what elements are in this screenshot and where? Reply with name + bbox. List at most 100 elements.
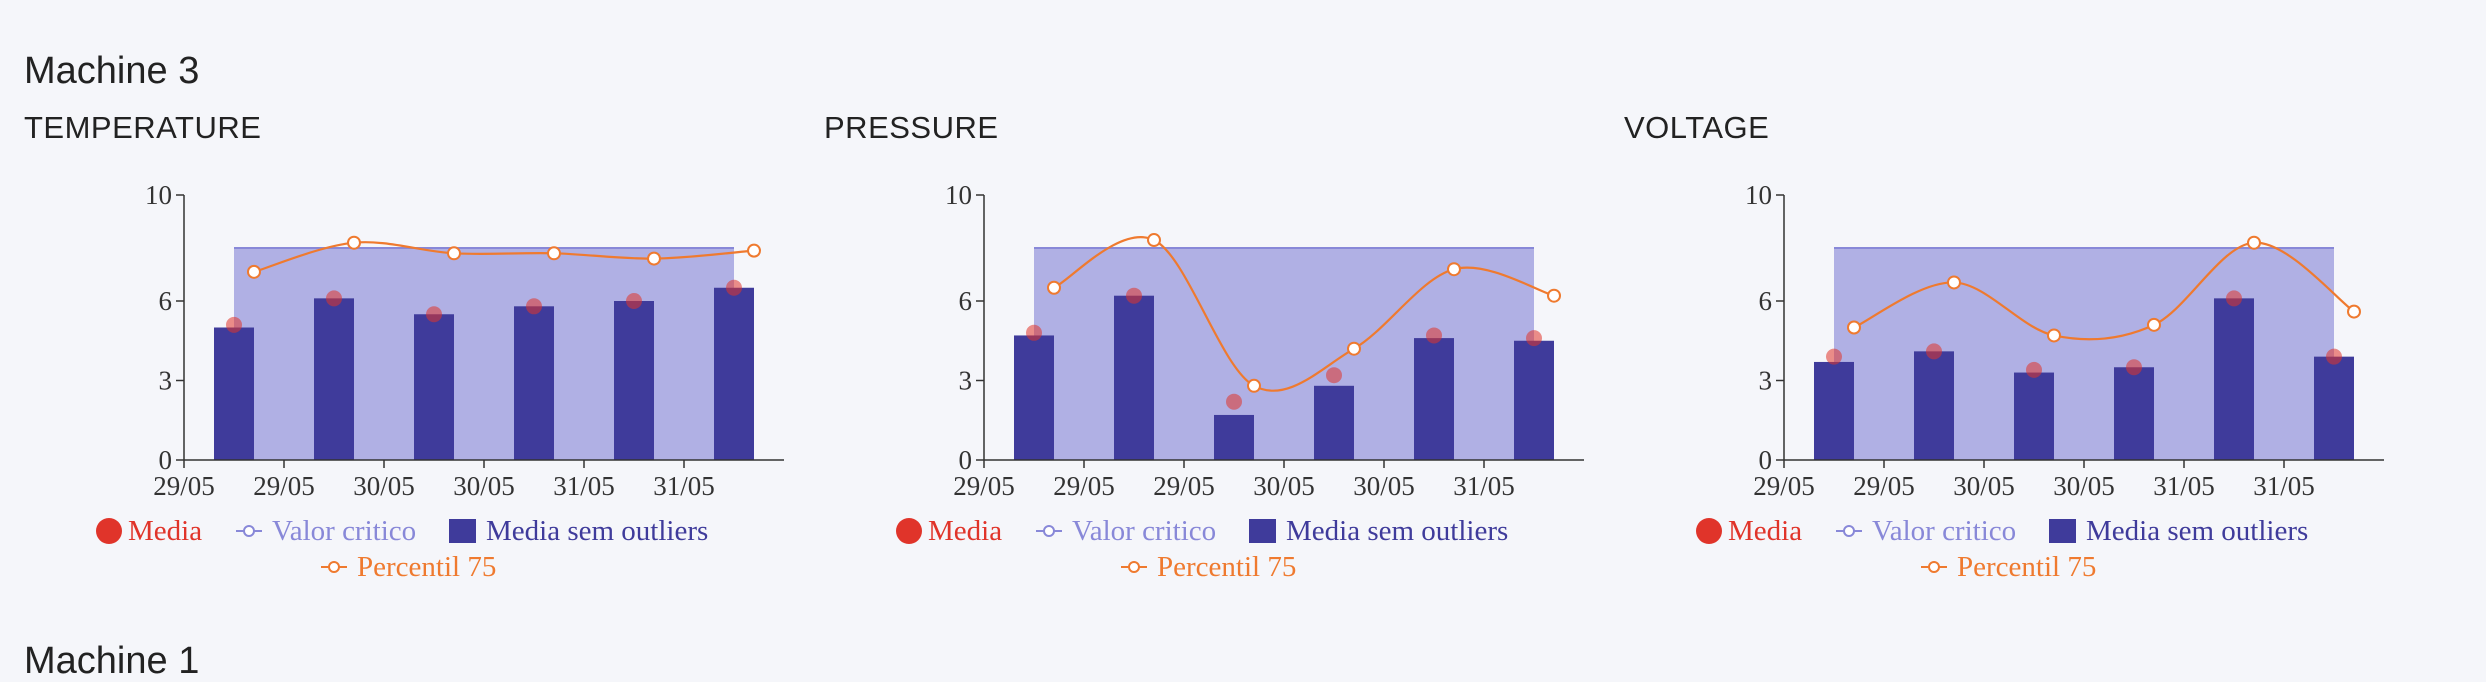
point-media [526, 298, 542, 315]
point-media [2226, 290, 2242, 307]
legend-valor-critico-marker [1043, 525, 1055, 537]
bar-media-sem-outliers [1814, 361, 1854, 460]
point-media [1526, 330, 1542, 347]
valor-critico-area [1834, 248, 2334, 460]
point-media [1426, 327, 1442, 344]
point-percentil-75 [747, 243, 761, 258]
legend-media-icon [1696, 518, 1722, 544]
valor-critico-area [234, 248, 734, 460]
point-percentil-75 [2347, 304, 2361, 319]
valor-critico-area [1034, 248, 1534, 460]
bar-media-sem-outliers [314, 298, 354, 460]
x-tick-label: 29/05 [153, 471, 215, 501]
legend-media-label: Media [128, 515, 202, 547]
point-percentil-75 [1947, 275, 1961, 290]
bar-media-sem-outliers [1914, 351, 1954, 460]
y-tick-label: 3 [159, 366, 173, 396]
x-tick-label: 29/05 [1053, 471, 1115, 501]
point-media [726, 279, 742, 296]
bar-media-sem-outliers [2014, 372, 2054, 460]
point-percentil-75 [1547, 288, 1561, 303]
temperature-chart: 0 3 6 10 29/05 29/05 30/05 30/05 31/05 31/05 Media… [96, 180, 784, 583]
legend-valor-critico-marker [243, 525, 255, 537]
bar-media-sem-outliers [414, 314, 454, 460]
x-tick-label: 29/05 [253, 471, 315, 501]
bar-media-sem-outliers [2114, 367, 2154, 460]
point-percentil-75 [1847, 320, 1861, 335]
chart-title: VOLTAGE [1624, 110, 1770, 145]
legend-valor-critico-label: Valor critico [1872, 515, 2016, 547]
legend-percentil-75-label: Percentil 75 [1957, 551, 2096, 583]
point-percentil-75 [2247, 235, 2261, 250]
temperature-chart-panel: TEMPERATURE 0 3 6 10 29/05 29/05 30/05 30/05 31/… [24, 105, 804, 605]
bar-media-sem-outliers [614, 301, 654, 460]
point-media [1026, 324, 1042, 341]
y-tick-label: 6 [1759, 286, 1773, 316]
legend-percentil-75-marker [1128, 561, 1140, 573]
y-tick-label: 3 [1759, 366, 1773, 396]
legend-media-sem-outliers-label: Media sem outliers [2086, 515, 2308, 547]
pressure-chart-panel: PRESSURE 0 3 6 10 29/05 29/05 29/05 30/05 30/05 3… [824, 105, 1604, 605]
point-media [426, 306, 442, 323]
bar-media-sem-outliers [1214, 414, 1254, 460]
legend-valor-critico-marker [1843, 525, 1855, 537]
bar-media-sem-outliers [1014, 335, 1054, 460]
point-media [1326, 367, 1342, 384]
legend-media-icon [896, 518, 922, 544]
x-tick-label: 30/05 [453, 471, 515, 501]
point-percentil-75 [2047, 328, 2061, 343]
point-media [2326, 348, 2342, 365]
legend-percentil-75-marker [1928, 561, 1940, 573]
x-tick-label: 30/05 [1353, 471, 1415, 501]
x-tick-label: 29/05 [1153, 471, 1215, 501]
legend-media-sem-outliers-label: Media sem outliers [1286, 515, 1508, 547]
legend-percentil-75-label: Percentil 75 [357, 551, 496, 583]
bar-media-sem-outliers [214, 327, 254, 460]
legend-media-label: Media [928, 515, 1002, 547]
x-tick-label: 30/05 [2053, 471, 2115, 501]
legend-percentil-75-marker [328, 561, 340, 573]
bar-media-sem-outliers [714, 287, 754, 460]
machine-title: Machine 3 [24, 50, 200, 92]
point-media [1126, 287, 1142, 304]
bar-media-sem-outliers [2314, 356, 2354, 460]
legend-valor-critico-label: Valor critico [272, 515, 416, 547]
x-tick-label: 31/05 [2153, 471, 2215, 501]
x-tick-label: 29/05 [1753, 471, 1815, 501]
x-tick-label: 30/05 [1253, 471, 1315, 501]
bar-media-sem-outliers [1314, 385, 1354, 460]
legend-media-sem-outliers-icon [449, 519, 476, 543]
point-percentil-75 [647, 251, 661, 266]
legend-media-sem-outliers-icon [2049, 519, 2076, 543]
bar-media-sem-outliers [1114, 295, 1154, 460]
y-tick-label: 0 [959, 445, 973, 475]
x-tick-label: 29/05 [953, 471, 1015, 501]
pressure-chart: 0 3 6 10 29/05 29/05 29/05 30/05 30/05 31/05 Media… [896, 180, 1584, 583]
point-media [326, 290, 342, 307]
y-tick-label: 10 [1745, 180, 1772, 210]
point-percentil-75 [1347, 341, 1361, 356]
machine-title: Machine 1 [24, 640, 200, 682]
point-percentil-75 [1147, 233, 1161, 248]
point-percentil-75 [447, 246, 461, 261]
percentil-75-line [253, 241, 755, 273]
y-tick-label: 6 [959, 286, 973, 316]
legend-media-label: Media [1728, 515, 1802, 547]
legend-media-sem-outliers-icon [1249, 519, 1276, 543]
voltage-chart-panel: VOLTAGE 0 3 6 10 29/05 29/05 30/05 30/05 31/05 31… [1624, 105, 2404, 605]
point-media [1926, 343, 1942, 360]
legend-percentil-75-label: Percentil 75 [1157, 551, 1296, 583]
y-tick-label: 3 [959, 366, 973, 396]
point-media [2026, 361, 2042, 378]
y-tick-label: 6 [159, 286, 173, 316]
point-percentil-75 [247, 264, 261, 279]
x-tick-label: 30/05 [1953, 471, 2015, 501]
voltage-chart: 0 3 6 10 29/05 29/05 30/05 30/05 31/05 31/05 Media… [1696, 180, 2384, 583]
y-tick-label: 0 [159, 445, 173, 475]
y-tick-label: 0 [1759, 445, 1773, 475]
legend-valor-critico-label: Valor critico [1072, 515, 1216, 547]
legend-media-sem-outliers-label: Media sem outliers [486, 515, 708, 547]
x-tick-label: 30/05 [353, 471, 415, 501]
x-tick-label: 29/05 [1853, 471, 1915, 501]
x-tick-label: 31/05 [2253, 471, 2315, 501]
